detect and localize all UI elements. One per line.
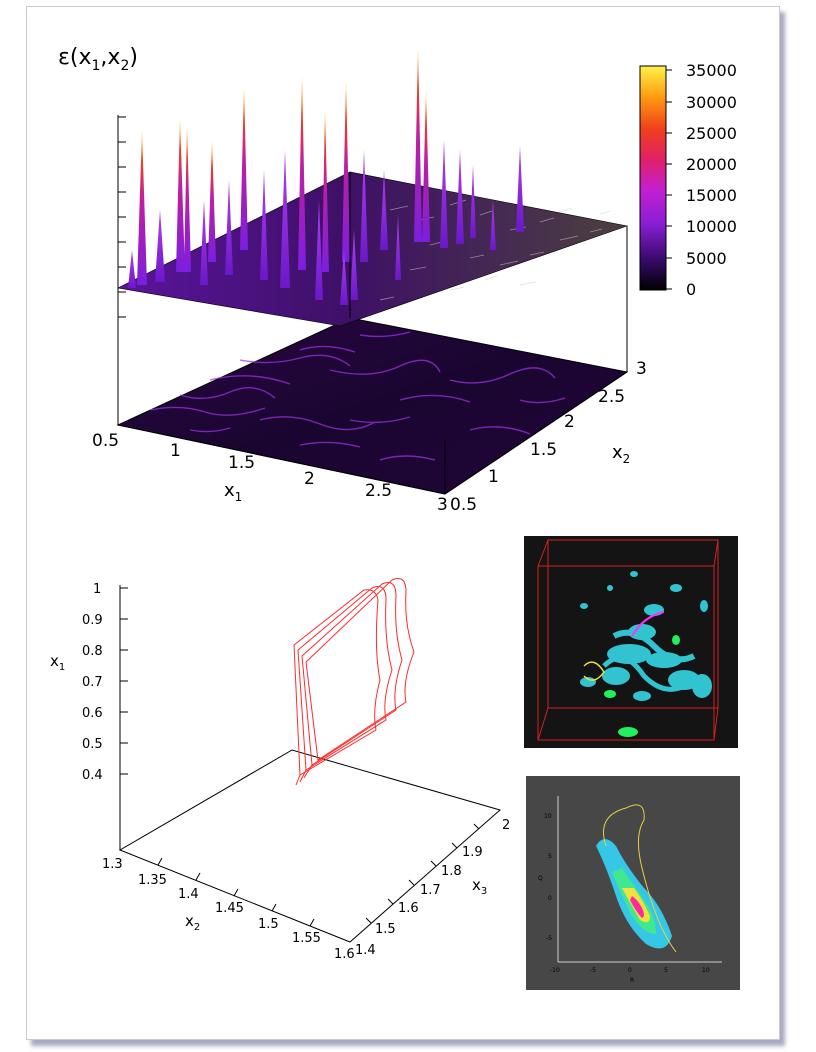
colorbar-tick: 20000	[686, 155, 737, 174]
colorbar-tick: 35000	[686, 61, 737, 80]
svg-text:1: 1	[93, 582, 101, 597]
q-tick: 10	[544, 813, 552, 820]
q-label: Q	[538, 875, 543, 882]
q-tick: 0	[548, 895, 552, 902]
colorbar-tick: 0	[686, 280, 696, 299]
svg-text:1.4: 1.4	[178, 887, 199, 902]
svg-text:1.6: 1.6	[398, 901, 419, 916]
x3-label: x3	[472, 876, 487, 897]
svg-text:1.5: 1.5	[530, 440, 557, 460]
r-tick: 10	[702, 967, 710, 974]
x2-axis: 0.5 1 1.5 2 2.5 3 x2	[444, 359, 647, 515]
svg-text:0.7: 0.7	[82, 675, 103, 690]
svg-text:1.5: 1.5	[258, 917, 279, 932]
svg-text:2.5: 2.5	[365, 481, 392, 501]
svg-text:1.4: 1.4	[355, 943, 376, 958]
svg-text:1.5: 1.5	[228, 453, 255, 473]
surface-plane	[117, 171, 629, 327]
q-tick: -5	[546, 935, 552, 942]
svg-text:1.8: 1.8	[441, 864, 462, 879]
colorbar-tick: 30000	[686, 93, 737, 112]
x2-axis-label: x2	[612, 442, 630, 466]
svg-text:2: 2	[564, 412, 575, 432]
svg-text:1.35: 1.35	[138, 873, 167, 888]
wireframe-3d-plot: 1 0.9 0.8 0.7 0.6 0.5 0.4 x1 1.3 1.35 1.…	[50, 578, 510, 960]
z-axis	[117, 115, 126, 425]
colorbar-tick: 10000	[686, 217, 737, 236]
r-tick: 5	[664, 967, 668, 974]
svg-text:0.6: 0.6	[82, 706, 103, 721]
svg-text:0.4: 0.4	[82, 768, 103, 783]
svg-text:1: 1	[488, 467, 499, 487]
svg-text:2.5: 2.5	[598, 387, 625, 407]
dissipation-surface-plot: ε(x1,x2)	[58, 45, 737, 515]
r-tick: -10	[550, 967, 560, 974]
svg-text:0.5: 0.5	[450, 495, 477, 515]
joint-pdf-contours	[596, 839, 672, 949]
svg-text:1.9: 1.9	[462, 845, 483, 860]
qr-phase-inset: -10 -5 0 5 10 10 5 0 -5 R Q	[526, 776, 740, 990]
r-tick: 0	[628, 967, 632, 974]
x1-ticks: 1 0.9 0.8 0.7 0.6 0.5 0.4	[82, 582, 103, 783]
vortex-tubes	[580, 571, 712, 701]
wireframe-floor	[118, 749, 502, 943]
x2-label: x2	[185, 912, 200, 933]
colorbar: 35000 30000 25000 20000 15000 10000 5000…	[639, 61, 737, 299]
x3-ticks: 1.4 1.5 1.6 1.7 1.8 1.9 2	[355, 818, 510, 958]
svg-text:2: 2	[502, 818, 510, 833]
svg-text:3: 3	[437, 495, 448, 515]
red-trajectory-loops	[293, 578, 415, 786]
surface-spikes	[128, 46, 524, 305]
floor-streaks	[149, 331, 566, 461]
isosurface-inset	[524, 536, 738, 748]
colorbar-tick: 5000	[686, 249, 727, 268]
x1-label: x1	[50, 652, 65, 673]
box-edges	[117, 172, 628, 494]
x1-axis-label: x1	[224, 480, 242, 504]
svg-text:1.7: 1.7	[420, 883, 441, 898]
svg-text:0.8: 0.8	[82, 644, 103, 659]
surface-title: ε(x1,x2)	[58, 45, 138, 74]
svg-text:1.3: 1.3	[102, 857, 123, 872]
r-label: R	[630, 977, 634, 984]
svg-text:1.5: 1.5	[375, 922, 396, 937]
svg-text:3: 3	[636, 359, 647, 379]
svg-text:1.6: 1.6	[334, 947, 355, 960]
svg-text:1.55: 1.55	[292, 931, 321, 946]
vieillefosse-tail	[603, 804, 677, 953]
r-tick: -5	[590, 967, 596, 974]
colorbar-tick: 15000	[686, 186, 737, 205]
svg-text:0.5: 0.5	[82, 737, 103, 752]
svg-text:1: 1	[170, 441, 181, 461]
svg-text:0.9: 0.9	[82, 613, 103, 628]
colorbar-tick: 25000	[686, 124, 737, 143]
svg-text:2: 2	[304, 469, 315, 489]
x2-ticks: 1.3 1.35 1.4 1.45 1.5 1.55 1.6	[102, 857, 355, 960]
x1-axis: 0.5 1 1.5 2 2.5 3 x1	[92, 424, 448, 515]
floor-projection	[116, 317, 629, 495]
svg-text:0.5: 0.5	[92, 431, 119, 451]
q-tick: 5	[548, 853, 552, 860]
svg-text:1.45: 1.45	[215, 901, 244, 916]
